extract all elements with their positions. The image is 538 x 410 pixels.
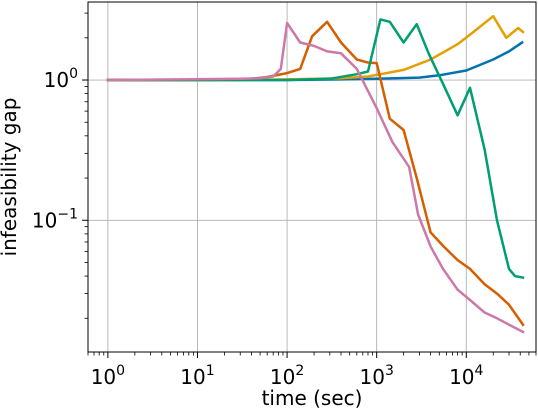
series-line-3 [106, 20, 525, 327]
y-axis-label: infeasibility gap [0, 98, 21, 257]
series-lines [106, 14, 525, 334]
axis-ticks [82, 12, 537, 358]
series-line-4 [106, 18, 525, 280]
y-tick-label: 10−1 [32, 206, 78, 232]
y-tick-label: 100 [44, 66, 78, 92]
series-line-1 [106, 40, 524, 82]
x-axis-label: time (sec) [262, 386, 363, 410]
x-tick-label: 103 [359, 363, 393, 389]
x-tick-label: 104 [449, 363, 483, 389]
x-tick-label: 101 [180, 363, 214, 389]
plot-frame [87, 1, 537, 353]
x-tick-label: 100 [91, 363, 125, 389]
x-tick-label: 102 [270, 363, 304, 389]
series-line-5 [106, 21, 525, 334]
tick-labels: 100 101 102 103 104 100 10−1 [32, 66, 484, 389]
